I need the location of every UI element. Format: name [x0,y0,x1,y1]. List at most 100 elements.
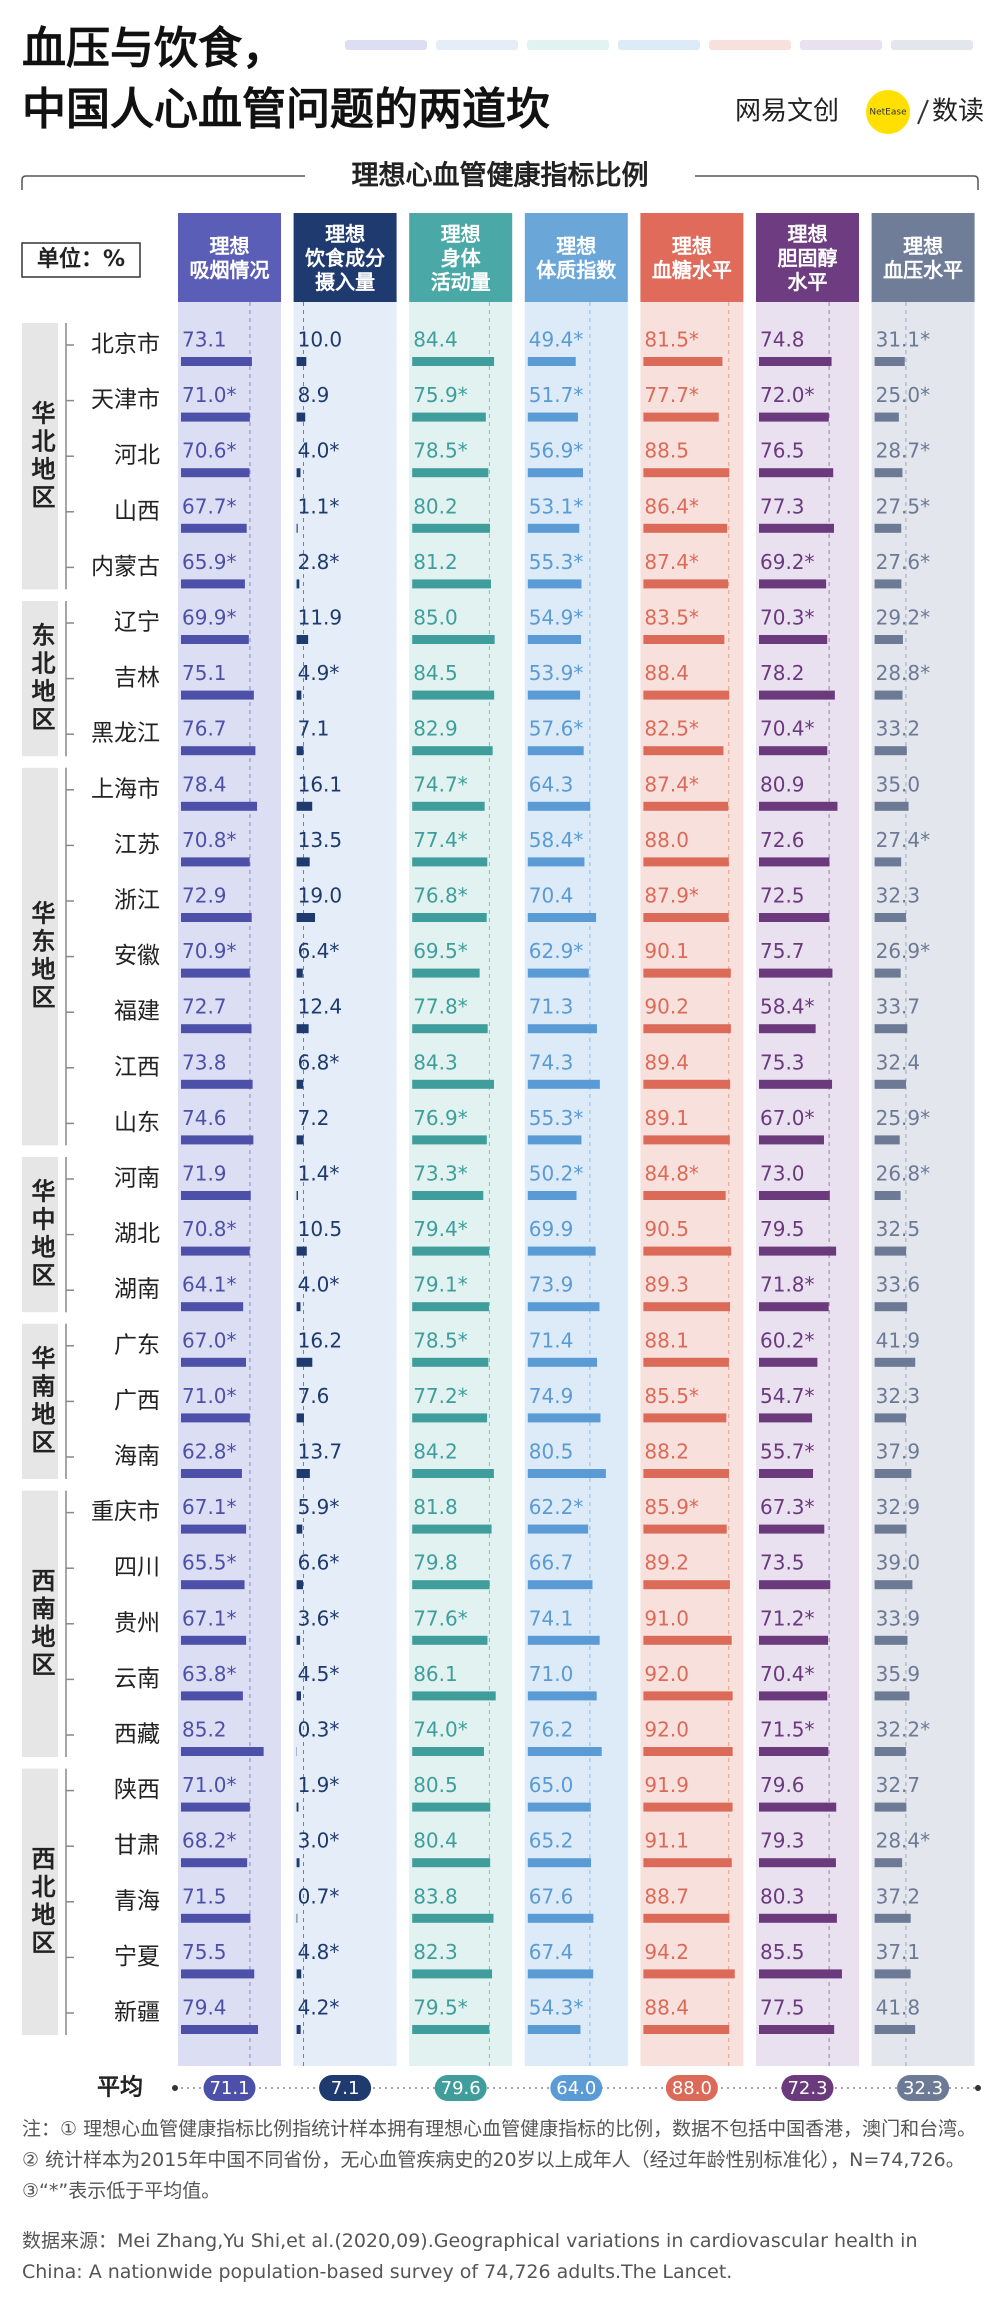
bar [181,523,247,533]
bar [412,1469,494,1478]
average-label: 32.3 [903,2078,943,2099]
column-bg [524,302,628,2066]
value-label: 85.5* [644,1384,699,1408]
bar [412,1802,491,1812]
value-label: 71.2* [760,1606,815,1630]
bar [759,523,834,533]
value-label: 70.8* [182,828,237,852]
value-label: 19.0 [298,884,343,908]
bar [181,1802,250,1812]
bar [643,690,730,700]
bar [181,1580,245,1590]
bar [412,1135,487,1145]
average-pill [665,2075,718,2101]
bar [759,2025,835,2034]
bar [874,1191,901,1200]
value-label: 65.5* [182,1551,237,1575]
bar [296,1413,304,1423]
bar [874,1079,907,1089]
value-label: 88.4 [644,661,689,685]
category-label: 甘肃 [114,1833,160,1859]
bar [643,412,719,422]
bar [296,746,304,756]
value-label: 79.8 [413,1551,458,1575]
value-label: 73.3* [413,1162,468,1186]
value-label: 85.9* [644,1495,699,1519]
average-label: 88.0 [672,2078,712,2099]
value-label: 82.3 [413,1940,458,1964]
value-label: 25.9* [876,1106,931,1130]
value-label: 72.6 [760,828,805,852]
bar [643,1079,731,1089]
bar [874,690,903,700]
category-label: 广西 [114,1388,160,1414]
bar [181,801,258,811]
bar [181,1691,243,1701]
value-label: 13.5 [298,828,343,852]
bar [874,579,902,589]
category-label: 天津市 [91,387,160,413]
value-label: 79.5* [413,1996,468,2020]
value-label: 81.5* [644,328,699,352]
value-label: 69.2* [760,550,815,574]
bar [759,857,830,867]
region-label: 西北地区 [27,1846,55,1958]
bar [527,1635,600,1645]
bar [874,1524,907,1534]
value-label: 10.0 [298,328,343,352]
value-label: 84.4 [413,328,458,352]
value-label: 2.8* [298,550,340,574]
bar [296,1357,313,1367]
bar [759,1635,829,1645]
value-label: 32.2* [876,1718,931,1742]
value-label: 16.1 [298,772,343,796]
bar [527,523,580,533]
value-label: 84.3 [413,1050,458,1074]
value-label: 88.7 [644,1884,689,1908]
average-label: 72.3 [787,2078,827,2099]
bar [412,1302,489,1312]
value-label: 76.5 [760,439,805,463]
bar [296,1524,303,1534]
value-label: 50.2* [529,1162,584,1186]
bar [874,1747,906,1756]
value-label: 77.5 [760,1996,805,2020]
bar [874,1969,911,1979]
value-label: 7.2 [298,1106,330,1130]
bar [874,1858,903,1868]
value-label: 4.8* [298,1940,340,1964]
value-label: 75.1 [182,661,227,685]
value-label: 41.8 [876,1996,921,2020]
top-stripe [618,40,700,50]
value-label: 32.4 [876,1050,921,1074]
value-label: 32.3 [876,884,921,908]
value-label: 84.5 [413,661,458,685]
bar [874,1635,908,1645]
bar [759,1357,818,1367]
value-label: 79.4 [182,1996,227,2020]
bar [412,1357,489,1367]
bar [296,801,313,811]
value-label: 32.3 [876,1384,921,1408]
value-label: 88.5 [644,439,689,463]
bar [874,523,902,533]
category-label: 江西 [114,1054,160,1080]
category-label: 云南 [114,1666,160,1692]
bar [412,2025,490,2034]
category-label: 海南 [114,1444,160,1470]
bar [874,1357,916,1367]
value-label: 85.2 [182,1718,227,1742]
value-label: 85.5 [760,1940,805,1964]
category-label: 吉林 [114,665,160,691]
value-label: 79.3 [760,1829,805,1853]
value-label: 70.4 [529,884,574,908]
subtitle-bg [305,158,695,194]
bar [643,357,723,366]
value-label: 1.9* [298,1773,340,1797]
bar [181,1413,250,1423]
chart-subtitle: 理想心血管健康指标比例 [352,160,649,192]
bar [874,1580,913,1590]
value-label: 78.5* [413,1328,468,1352]
value-label: 27.5* [876,494,931,518]
